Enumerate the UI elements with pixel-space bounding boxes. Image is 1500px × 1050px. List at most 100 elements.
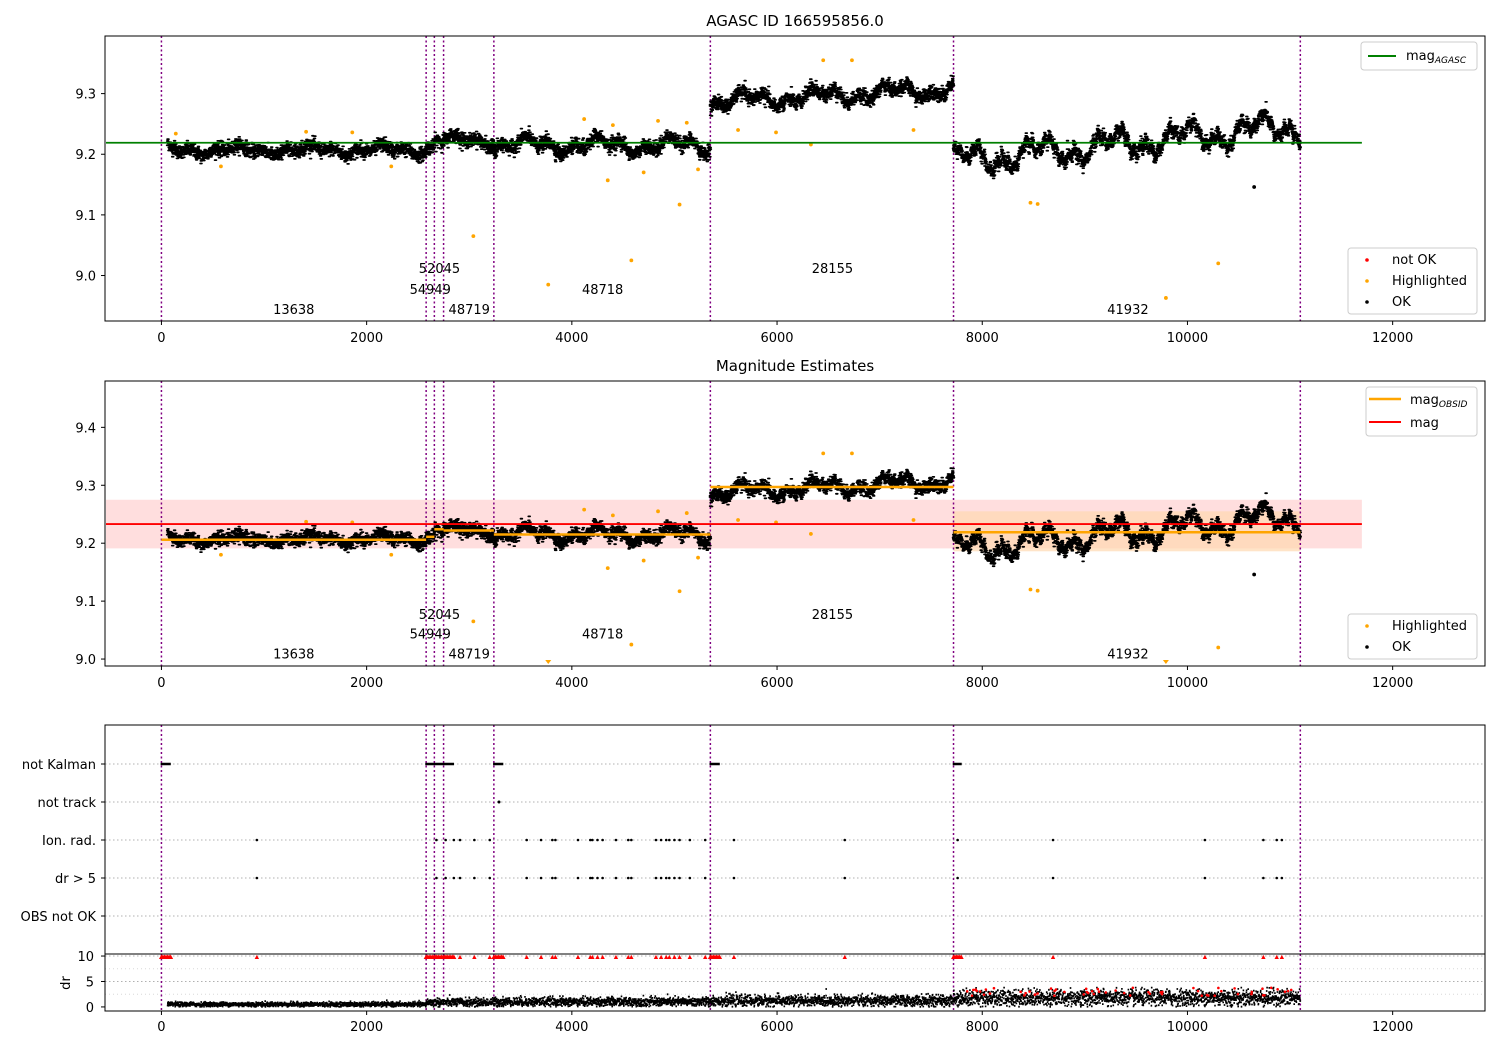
middle-xtick-label: 2000	[350, 676, 383, 691]
dr-axes-frame	[104, 953, 1486, 1012]
legend2-ok-label: OK	[1392, 640, 1411, 655]
dr-capped-marker	[1274, 954, 1279, 960]
flags-dr5-point	[473, 876, 476, 880]
middle-obsid-label: 52045	[419, 608, 460, 623]
middle-highlighted-point	[629, 642, 634, 647]
dr-capped-marker	[550, 954, 555, 960]
top-xtick-label: 12000	[1372, 331, 1413, 346]
top-highlighted-point	[471, 234, 476, 239]
top-highlighted-point	[684, 120, 689, 125]
dr-not-ok-point	[1236, 992, 1240, 996]
dr-xtick-label: 0	[157, 1020, 165, 1035]
top-obsid-label: 52045	[419, 262, 460, 277]
dr-not-ok-point	[1019, 990, 1023, 994]
dr-not-ok-point	[1217, 986, 1220, 990]
dr-xtick-label: 12000	[1372, 1020, 1413, 1035]
dr-capped-marker	[451, 954, 457, 960]
dr-not-ok-point	[1063, 990, 1066, 994]
legend-mag-obsid-sub: OBSID	[1439, 400, 1468, 410]
top-highlighted-point	[696, 167, 700, 172]
flags-dr5-point	[551, 876, 554, 880]
flags-ion-rad-point	[589, 838, 592, 842]
dr-not-ok-point	[1233, 987, 1236, 990]
dr-capped-marker	[658, 954, 664, 960]
dr-not-ok-point	[1160, 992, 1164, 996]
flags-dr5-point	[554, 876, 557, 880]
dr-not-ok-point	[1192, 986, 1195, 990]
top-highlighted-point	[350, 130, 355, 135]
flags-ion-rad-point	[703, 838, 707, 842]
top-highlighted-point	[173, 131, 178, 136]
flags-category-label: Ion. rad.	[42, 834, 96, 849]
dr-not-ok-point	[1033, 993, 1037, 996]
flags-ion-rad-point	[551, 838, 554, 842]
dr-capped-marker	[500, 954, 506, 960]
top-xtick-label: 4000	[555, 331, 588, 346]
dr-xtick-label: 6000	[760, 1020, 793, 1035]
flags-dr5-point	[458, 876, 462, 880]
flags-ion-rad-point	[601, 838, 604, 842]
legend-ok-label: OK	[1392, 295, 1411, 310]
dr-capped-marker	[443, 954, 448, 960]
dr-not-ok-point	[1196, 989, 1200, 993]
middle-xtick-label: 10000	[1167, 676, 1208, 691]
dr-capped-marker	[434, 954, 439, 960]
middle-highlighted-point	[809, 532, 813, 536]
dr-xtick-label: 10000	[1167, 1020, 1208, 1035]
flags-dr5-point	[576, 876, 580, 880]
legend-mag-obsid-label: mag	[1410, 393, 1439, 408]
top-obsid-label: 48719	[449, 303, 490, 318]
dr-xtick-label: 4000	[555, 1020, 588, 1035]
flags-dr5-point	[614, 876, 618, 880]
flags-dr5-point	[525, 876, 528, 880]
top-xtick-label: 10000	[1167, 331, 1208, 346]
top-highlighted-point	[1216, 261, 1221, 266]
flags-dr5-point	[435, 876, 438, 880]
flags-dr5-point	[630, 876, 633, 880]
middle-highlighted-point	[677, 589, 682, 594]
flags-ion-rad-point	[488, 838, 492, 842]
flags-ion-rad-point	[473, 838, 476, 842]
flags-category-label: OBS not OK	[21, 910, 97, 925]
flags-ion-rad-point	[539, 838, 543, 842]
top-chart-title: AGASC ID 166595856.0	[706, 12, 884, 30]
middle-highlighted-point	[696, 555, 700, 560]
top-ytick-label: 9.2	[75, 148, 96, 163]
flags-ion-rad-point	[1280, 838, 1284, 842]
middle-highlighted-point	[821, 451, 826, 456]
dr-ytick-label: 5	[86, 975, 94, 990]
flags-dr5-point	[703, 876, 707, 880]
flags-dr5-point	[668, 876, 671, 880]
flags-dr5-point	[626, 876, 630, 880]
top-ytick-label: 9.3	[75, 88, 96, 103]
dr-not-ok-point	[970, 994, 974, 997]
flags-dr5-point	[1203, 876, 1207, 880]
legend2-highlighted-label: Highlighted	[1392, 619, 1467, 634]
flags-chart-panel: not Kalman not track Ion. rad. dr > 5 OBS no…	[21, 724, 1486, 955]
middle-highlighted-point	[304, 519, 309, 524]
legend-mag-label: mag	[1410, 416, 1439, 431]
top-obsid-label: 41932	[1107, 303, 1148, 318]
dr-capped-marker	[254, 954, 260, 960]
dr-not-ok-point	[1053, 994, 1056, 997]
flags-dr5-point	[539, 876, 543, 880]
flags-ion-rad-point	[1275, 838, 1279, 842]
top-highlighted-point	[610, 123, 615, 128]
top-ok-point	[1252, 185, 1257, 189]
top-highlighted-point	[656, 118, 660, 123]
flags-dr5-point	[664, 876, 668, 880]
middle-highlighted-point	[1028, 587, 1033, 592]
middle-highlighted-point	[1216, 645, 1221, 650]
top-xtick-label: 0	[157, 331, 165, 346]
top-ok-points	[165, 74, 1303, 180]
top-legend-lower: not OK Highlighted OK	[1347, 247, 1478, 315]
dr-not-ok-point	[1028, 990, 1031, 993]
top-highlighted-point	[546, 282, 551, 287]
dr-capped-marker	[613, 954, 619, 960]
middle-offscale-marker	[1162, 660, 1169, 664]
middle-highlighted-point	[610, 513, 615, 518]
top-xtick-label: 2000	[350, 331, 383, 346]
top-highlighted-point	[911, 128, 916, 132]
dr-not-ok-point	[1128, 994, 1132, 997]
top-highlighted-point	[821, 58, 826, 63]
